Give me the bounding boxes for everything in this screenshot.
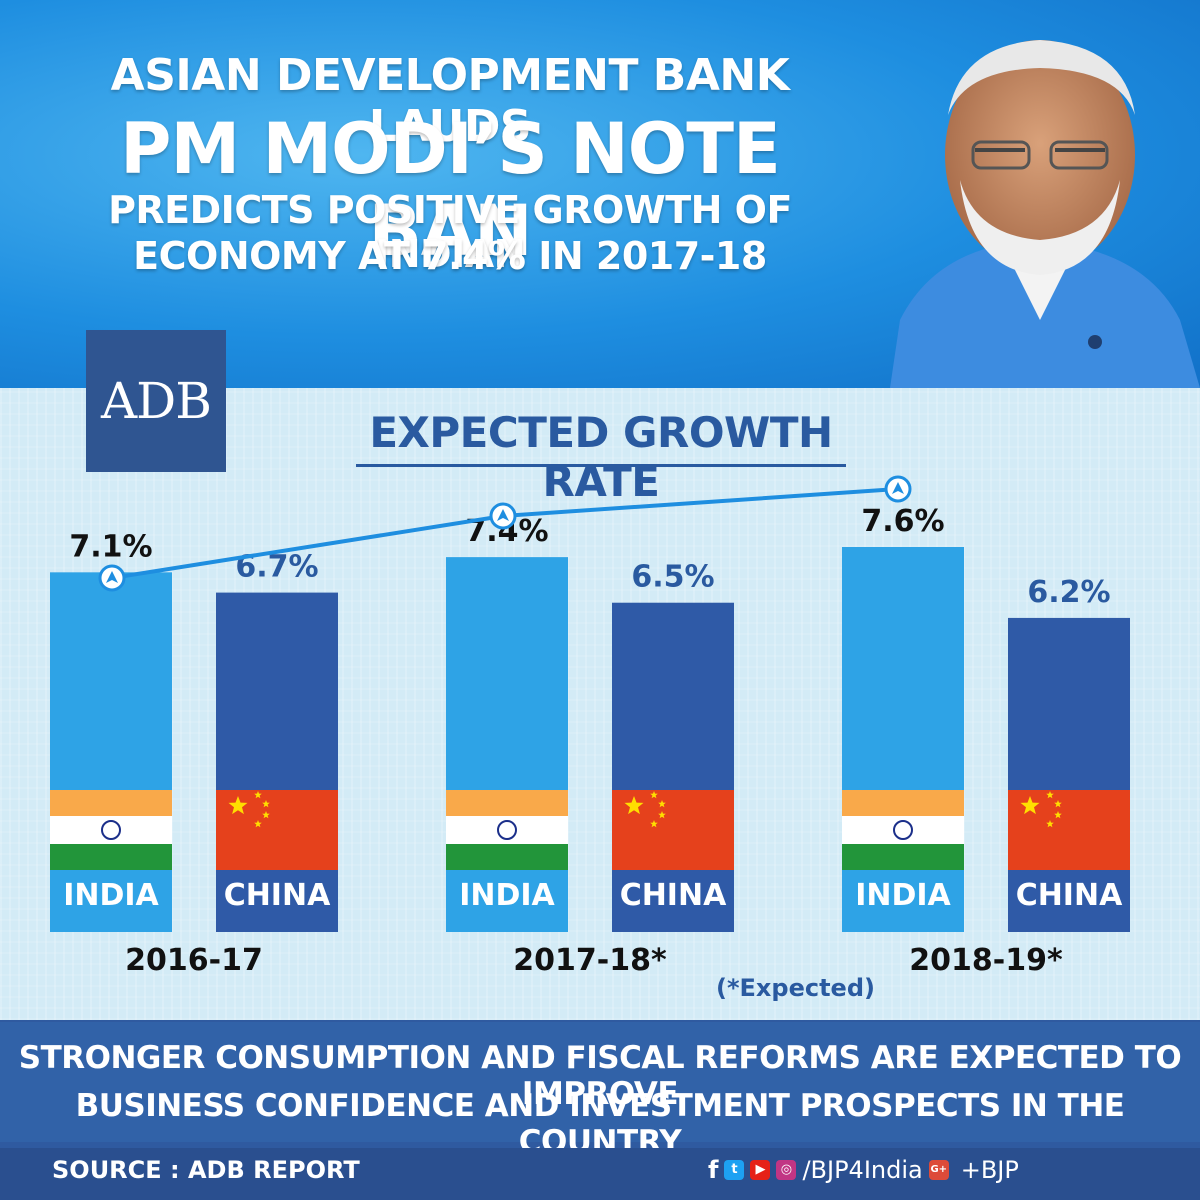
china-flag-small-star-icon-3a [1046, 791, 1054, 799]
china-flag-small-star-icon-2b [658, 800, 666, 808]
bar-series-label-china-2: CHINA [620, 878, 727, 913]
data-label-china-2: 6.5% [631, 560, 714, 595]
china-flag-small-star-icon-3b [1054, 800, 1062, 808]
tagline-line-1: STRONGER CONSUMPTION AND FISCAL REFORMS … [18, 1040, 1182, 1112]
china-flag-big-star-icon-3 [1020, 796, 1040, 815]
china-flag-small-star-icon-2c [658, 811, 666, 819]
bar-series-label-india-3: INDIA [855, 878, 951, 913]
china-flag-small-star-icon-1c [262, 811, 270, 819]
category-label-3: 2018-19* [909, 943, 1063, 978]
social-links: f t ▶ ◎ /BJP4India G+ +BJP [708, 1156, 1019, 1184]
china-flag-small-star-icon-2d [650, 820, 658, 828]
india-flag-saffron-3 [842, 790, 964, 816]
footer-bottom-bar [0, 1148, 1200, 1200]
bar-series-label-china-3: CHINA [1016, 878, 1123, 913]
china-bar-1 [216, 592, 338, 932]
india-flag-saffron-2 [446, 790, 568, 816]
china-flag-small-star-icon-3d [1046, 820, 1054, 828]
portrait-image [890, 40, 1200, 388]
category-label-1: 2016-17 [125, 943, 263, 978]
headline-line-4: ECONOMY AT 7.4% IN 2017-18 [133, 234, 767, 278]
bar-series-label-china-1: CHINA [224, 878, 331, 913]
china-flag-small-star-icon-3c [1054, 811, 1062, 819]
title-underline [356, 464, 846, 467]
india-flag-green-3 [842, 844, 964, 870]
facebook-icon[interactable]: f [708, 1156, 719, 1184]
source-label: SOURCE : ADB REPORT [52, 1156, 360, 1184]
india-flag-saffron-1 [50, 790, 172, 816]
china-bar-2 [612, 602, 734, 932]
chart-background [0, 388, 1200, 1020]
headline-line-3: PREDICTS POSITIVE GROWTH OF INDIAN [108, 188, 792, 276]
up-arrow-icon-1 [106, 571, 118, 583]
expected-footnote: (*Expected) [716, 974, 875, 1002]
data-label-india-1: 7.1% [69, 529, 152, 564]
india-flag-green-1 [50, 844, 172, 870]
up-arrow-icon-2 [497, 509, 509, 521]
adb-logo: ADB [86, 330, 226, 472]
data-label-india-3: 7.6% [861, 504, 944, 539]
china-flag-1 [216, 790, 338, 870]
data-label-china-3: 6.2% [1027, 575, 1110, 610]
up-arrow-icon-3 [892, 482, 904, 494]
china-flag-small-star-icon-1a [254, 791, 262, 799]
china-flag-small-star-icon-1d [254, 820, 262, 828]
ashoka-chakra-icon-2 [497, 820, 517, 840]
china-flag-big-star-icon-2 [624, 796, 644, 815]
google-plus-icon[interactable]: G+ [928, 1160, 949, 1180]
bar-series-label-india-2: INDIA [459, 878, 555, 913]
china-flag-3 [1008, 790, 1130, 870]
china-flag-small-star-icon-2a [650, 791, 658, 799]
headline-line-1: ASIAN DEVELOPMENT BANK LAUDS [110, 50, 790, 152]
google-plus-handle[interactable]: +BJP [960, 1156, 1019, 1184]
twitter-icon[interactable]: t [724, 1160, 745, 1180]
category-label-2: 2017-18* [513, 943, 667, 978]
india-bar-3 [842, 547, 964, 932]
instagram-icon[interactable]: ◎ [776, 1160, 797, 1180]
youtube-icon[interactable]: ▶ [750, 1160, 771, 1180]
ashoka-chakra-icon-3 [893, 820, 913, 840]
tagline-line-2: BUSINESS CONFIDENCE AND INVESTMENT PROSP… [75, 1088, 1125, 1160]
bar-series-label-india-1: INDIA [63, 878, 159, 913]
india-flag-green-2 [446, 844, 568, 870]
china-flag-small-star-icon-1b [262, 800, 270, 808]
ashoka-chakra-icon-1 [101, 820, 121, 840]
tagline-band [0, 1022, 1200, 1142]
social-handle[interactable]: /BJP4India [802, 1156, 923, 1184]
headline-line-2: PM MODI’S NOTE BAN [120, 108, 781, 272]
china-flag-2 [612, 790, 734, 870]
india-bar-2 [446, 557, 568, 932]
china-flag-big-star-icon-1 [228, 796, 248, 815]
china-bar-3 [1008, 617, 1130, 932]
india-bar-1 [50, 572, 172, 932]
